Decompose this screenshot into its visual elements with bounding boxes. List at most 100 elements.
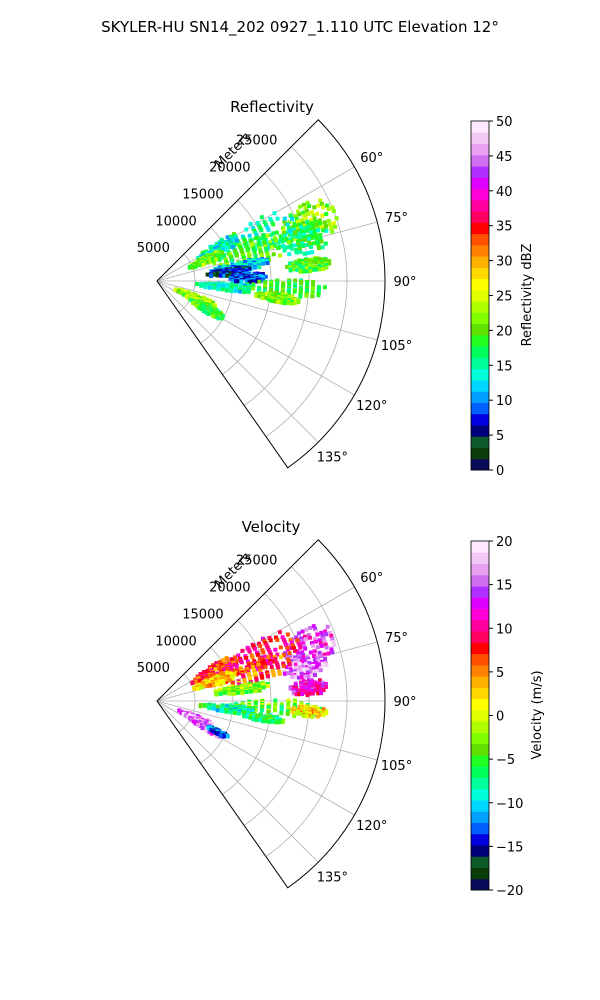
colorbar-swatch <box>471 676 489 688</box>
colorbar-swatch <box>471 334 489 347</box>
radial-tick-label: 20000 <box>209 581 250 596</box>
radial-tick-label: 10000 <box>155 214 196 229</box>
theta-tick-label: 75° <box>385 631 408 646</box>
theta-tick-label: 90° <box>393 275 416 290</box>
colorbar-swatch <box>471 743 489 756</box>
radial-tick-label: 25000 <box>236 134 277 149</box>
colorbar-swatch <box>471 608 489 621</box>
colorbar-tick-label: 40 <box>496 185 513 200</box>
theta-tick-label: 105° <box>381 339 412 354</box>
velocity-colorbar-label: Velocity (m/s) <box>530 670 545 759</box>
reflectivity-colorbar: 0 5 10 15 20 25 30 35 40 45 50 <box>470 115 513 479</box>
colorbar-tick-label: 25 <box>496 290 513 305</box>
colorbar-tick-label: 5 <box>496 666 504 681</box>
colorbar-swatch <box>471 709 489 722</box>
colorbar-swatch <box>471 121 489 133</box>
radial-tick-label: 25000 <box>236 554 277 569</box>
radial-tick-label: 10000 <box>155 634 196 649</box>
colorbar-swatch <box>471 278 489 291</box>
echo-cell <box>228 271 268 285</box>
colorbar-swatch <box>471 391 489 403</box>
colorbar-swatch <box>471 552 489 565</box>
reflectivity-colorbar-label: Reflectivity dBZ <box>520 244 535 347</box>
colorbar-swatch <box>471 211 489 223</box>
colorbar-tick-label: 30 <box>496 255 513 270</box>
colorbar-tick-label: 20 <box>496 324 513 339</box>
reflectivity-title: Reflectivity <box>230 98 314 116</box>
velocity-colorbar: −20 −15 −10 −5 0 5 10 15 20 <box>470 535 523 899</box>
colorbar-swatch <box>471 256 489 268</box>
colorbar-swatch <box>471 732 489 745</box>
colorbar-swatch <box>471 312 489 325</box>
colorbar-swatch <box>471 788 489 801</box>
radial-tick-label: 20000 <box>209 161 250 176</box>
velocity-title: Velocity <box>242 518 301 536</box>
echo-cell <box>285 255 332 274</box>
colorbar-swatch <box>471 267 489 280</box>
colorbar-swatch <box>471 222 489 235</box>
colorbar-swatch <box>471 844 489 857</box>
colorbar-swatch <box>471 687 489 700</box>
echo-cell <box>195 281 252 295</box>
colorbar-swatch <box>471 619 489 632</box>
theta-tick-label: 60° <box>360 151 383 166</box>
colorbar-swatch <box>471 233 489 246</box>
echo-cell <box>206 724 230 739</box>
figure-title: SKYLER-HU SN14_202 0927_1.110 UTC Elevat… <box>101 18 499 37</box>
colorbar-swatch <box>471 766 489 778</box>
colorbar-tick-label: −5 <box>496 753 515 768</box>
colorbar-swatch <box>471 698 489 711</box>
colorbar-swatch <box>471 424 489 437</box>
colorbar-swatch <box>471 132 489 145</box>
range-ring <box>265 146 348 437</box>
colorbar-swatch <box>471 833 489 846</box>
colorbar-swatch <box>471 799 489 812</box>
radial-tick-label: 5000 <box>137 241 170 256</box>
colorbar-swatch <box>471 653 489 666</box>
colorbar-tick-label: 0 <box>496 710 504 725</box>
colorbar-swatch <box>471 323 489 336</box>
theta-tick-label: 135° <box>317 870 348 885</box>
colorbar-swatch <box>471 166 489 178</box>
colorbar-swatch <box>471 301 489 313</box>
colorbar-tick-label: 15 <box>496 359 513 374</box>
theta-tick-label: 105° <box>381 759 412 774</box>
echo-cell <box>289 704 329 719</box>
theta-tick-label: 120° <box>356 399 387 414</box>
colorbar-tick-label: 5 <box>496 429 504 444</box>
echo-cell <box>254 291 301 306</box>
echo-cell <box>276 219 329 257</box>
velocity-panel: Velocity 60° 75° 90° 105° 120° 135° 5000 10000 1… <box>137 518 545 899</box>
colorbar-swatch <box>471 289 489 302</box>
range-ring <box>265 566 348 857</box>
colorbar-swatch <box>471 368 489 381</box>
colorbar-tick-label: −20 <box>496 884 523 899</box>
colorbar-swatch <box>471 822 489 835</box>
colorbar-tick-label: 45 <box>496 150 513 165</box>
reflectivity-plot: 60° 75° 90° 105° 120° 135° 5000 10000 15000 20000… <box>137 119 417 469</box>
theta-tick-label: 75° <box>385 211 408 226</box>
colorbar-tick-label: 50 <box>496 115 513 130</box>
colorbar-swatch <box>471 856 489 868</box>
colorbar-swatch <box>471 188 489 201</box>
colorbar-swatch <box>471 597 489 610</box>
colorbar-tick-label: 0 <box>496 464 504 479</box>
colorbar-swatch <box>471 754 489 767</box>
range-ring <box>178 253 196 313</box>
radial-tick-label: 15000 <box>182 607 223 622</box>
colorbar-swatch <box>471 379 489 392</box>
colorbar-swatch <box>471 402 489 415</box>
echo-cell <box>242 710 286 725</box>
colorbar-swatch <box>471 563 489 576</box>
echo-cell <box>213 680 270 697</box>
sector-frame <box>156 119 386 469</box>
echo-cell <box>192 670 237 691</box>
echo-cell <box>190 655 239 686</box>
colorbar-swatch <box>471 357 489 370</box>
velocity-plot: 60° 75° 90° 105° 120° 135° 5000 10000 15000 20000… <box>137 539 417 889</box>
colorbar-swatch <box>471 664 489 677</box>
radial-tick-label: 15000 <box>182 187 223 202</box>
colorbar-swatch <box>471 574 489 587</box>
echo-cell <box>189 298 225 321</box>
